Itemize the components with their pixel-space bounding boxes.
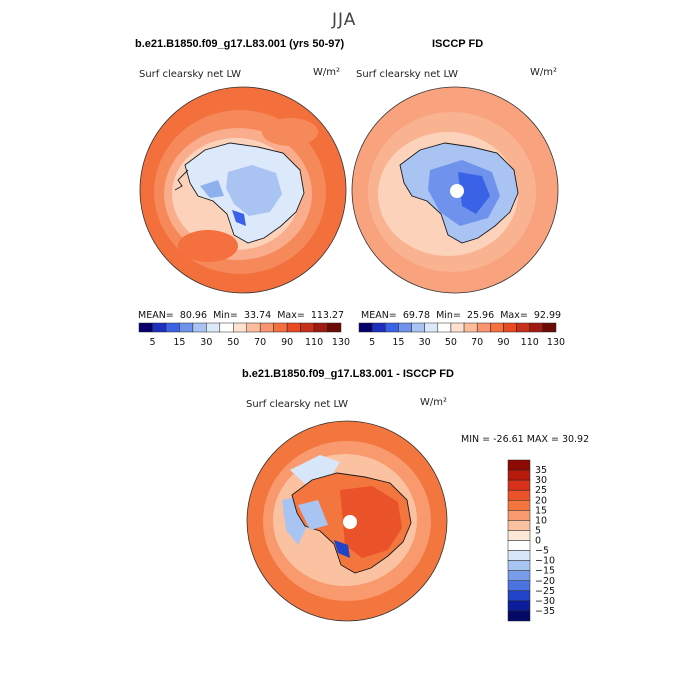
diff-variable-label: Surf clearsky net LW (246, 399, 349, 410)
diff-colorbar-swatch (507, 550, 531, 561)
diff-colorbar-swatch (507, 520, 531, 531)
left-colorbar-swatch (206, 322, 221, 333)
left-colorbar-swatch (313, 322, 328, 333)
diff-colorbar-swatch (507, 500, 531, 511)
left-colorbar-tick-label: 90 (281, 337, 293, 348)
left-colorbar-swatch (246, 322, 261, 333)
left-colorbar-swatch (152, 322, 167, 333)
diff-panel-title: b.e21.B1850.f09_g17.L83.001 - ISCCP FD (242, 368, 454, 380)
diff-colorbar-tick-label: 35 (535, 465, 547, 476)
diff-colorbar-tick-label: 0 (535, 536, 541, 547)
diff-colorbar-tick-label: 30 (535, 475, 547, 486)
right-colorbar-swatch (358, 322, 373, 333)
diff-colorbar-tick-label: 5 (535, 525, 541, 536)
left-colorbar-swatch (192, 322, 207, 333)
right-colorbar-tick-label: 90 (497, 337, 509, 348)
diff-colorbar-tick-label: −25 (535, 586, 555, 597)
left-colorbar-tick-label: 110 (305, 337, 323, 348)
diff-units-label: W/m² (420, 397, 448, 408)
diff-colorbar-tick-label: −5 (535, 546, 549, 557)
left-colorbar-swatch (233, 322, 247, 333)
diff-colorbar-swatch (507, 510, 531, 521)
diff-colorbar-swatch (507, 479, 531, 491)
right-colorbar: 5 15 30 50 70 90 110 130 (358, 322, 565, 348)
right-colorbar-swatch (503, 322, 517, 333)
right-map (352, 87, 558, 293)
right-colorbar-tick-label: 30 (419, 337, 431, 348)
figure-title: JJA (332, 10, 357, 30)
diff-colorbar-swatch (507, 570, 531, 581)
diff-colorbar-tick-label: −10 (535, 556, 555, 567)
diff-colorbar-swatch (507, 560, 531, 571)
left-colorbar-swatch (300, 322, 315, 333)
left-colorbar-tick-label: 130 (332, 337, 350, 348)
right-colorbar-tick-label: 15 (392, 337, 404, 348)
diff-colorbar-swatch (507, 530, 531, 541)
right-colorbar-tick-label: 5 (369, 337, 375, 348)
left-colorbar-swatch (273, 322, 288, 333)
diff-colorbar-tick-label: −30 (535, 596, 555, 607)
right-panel-title: ISCCP FD (432, 38, 484, 50)
right-colorbar-swatch (371, 322, 386, 333)
diff-minmax-stat: MIN = -26.61 MAX = 30.92 (461, 434, 590, 445)
diff-map (247, 421, 447, 621)
diff-colorbar-tick-label: −20 (535, 576, 555, 587)
left-colorbar-tick-label: 70 (254, 337, 266, 348)
left-colorbar-swatch (286, 322, 301, 333)
left-colorbar-swatch (219, 322, 234, 333)
right-colorbar-swatch (476, 322, 491, 333)
left-map (140, 87, 346, 293)
right-colorbar-swatch (450, 322, 465, 333)
right-colorbar-swatch (411, 322, 425, 333)
left-variable-label: Surf clearsky net LW (139, 69, 242, 80)
right-colorbar-swatch (398, 322, 412, 333)
diff-colorbar-swatch (507, 540, 531, 551)
diff-colorbar-tick-label: 10 (535, 515, 547, 526)
diff-colorbar-swatch (507, 489, 531, 501)
left-colorbar-tick-label: 30 (200, 337, 212, 348)
right-colorbar-tick-label: 130 (547, 337, 565, 348)
left-colorbar-swatch (179, 322, 194, 333)
diff-colorbar-tick-label: 15 (535, 505, 547, 516)
diff-colorbar-swatch (507, 600, 531, 612)
right-colorbar-swatch (490, 322, 504, 333)
right-colorbar-swatch (542, 322, 557, 333)
right-colorbar-swatch (385, 322, 399, 333)
right-colorbar-swatch (437, 322, 452, 333)
right-colorbar-swatch (529, 322, 544, 333)
right-mean-stat: MEAN= 69.78 Min= 25.96 Max= 92.99 (361, 310, 562, 321)
right-colorbar-tick-label: 110 (521, 337, 539, 348)
diff-colorbar-tick-label: −15 (535, 566, 555, 577)
diff-colorbar-swatch (507, 590, 531, 602)
left-colorbar-tick-label: 5 (149, 337, 155, 348)
left-colorbar: 5 15 30 50 70 90 110 130 (138, 322, 350, 348)
diff-colorbar-swatch (507, 580, 531, 592)
right-colorbar-swatch (424, 322, 439, 333)
diff-colorbar-tick-label: −35 (535, 606, 555, 617)
diff-colorbar-swatch (507, 610, 531, 622)
diff-colorbar-tick-label: 25 (535, 485, 547, 496)
left-units-label: W/m² (313, 67, 341, 78)
right-colorbar-tick-label: 70 (471, 337, 483, 348)
left-colorbar-swatch (259, 322, 274, 333)
right-colorbar-swatch (516, 322, 530, 333)
left-colorbar-tick-label: 15 (173, 337, 185, 348)
right-units-label: W/m² (530, 67, 558, 78)
diff-colorbar-swatch (507, 459, 531, 471)
diff-colorbar-swatch (507, 469, 531, 481)
right-colorbar-tick-label: 50 (445, 337, 457, 348)
left-panel-title: b.e21.B1850.f09_g17.L83.001 (yrs 50-97) (135, 38, 345, 50)
left-mean-stat: MEAN= 80.96 Min= 33.74 Max= 113.27 (138, 310, 345, 321)
right-colorbar-swatch (463, 322, 478, 333)
left-colorbar-tick-label: 50 (227, 337, 239, 348)
diff-colorbar-tick-label: 20 (535, 495, 547, 506)
left-colorbar-swatch (165, 322, 180, 333)
right-variable-label: Surf clearsky net LW (356, 69, 459, 80)
left-colorbar-swatch (327, 322, 342, 333)
left-colorbar-swatch (138, 322, 153, 333)
